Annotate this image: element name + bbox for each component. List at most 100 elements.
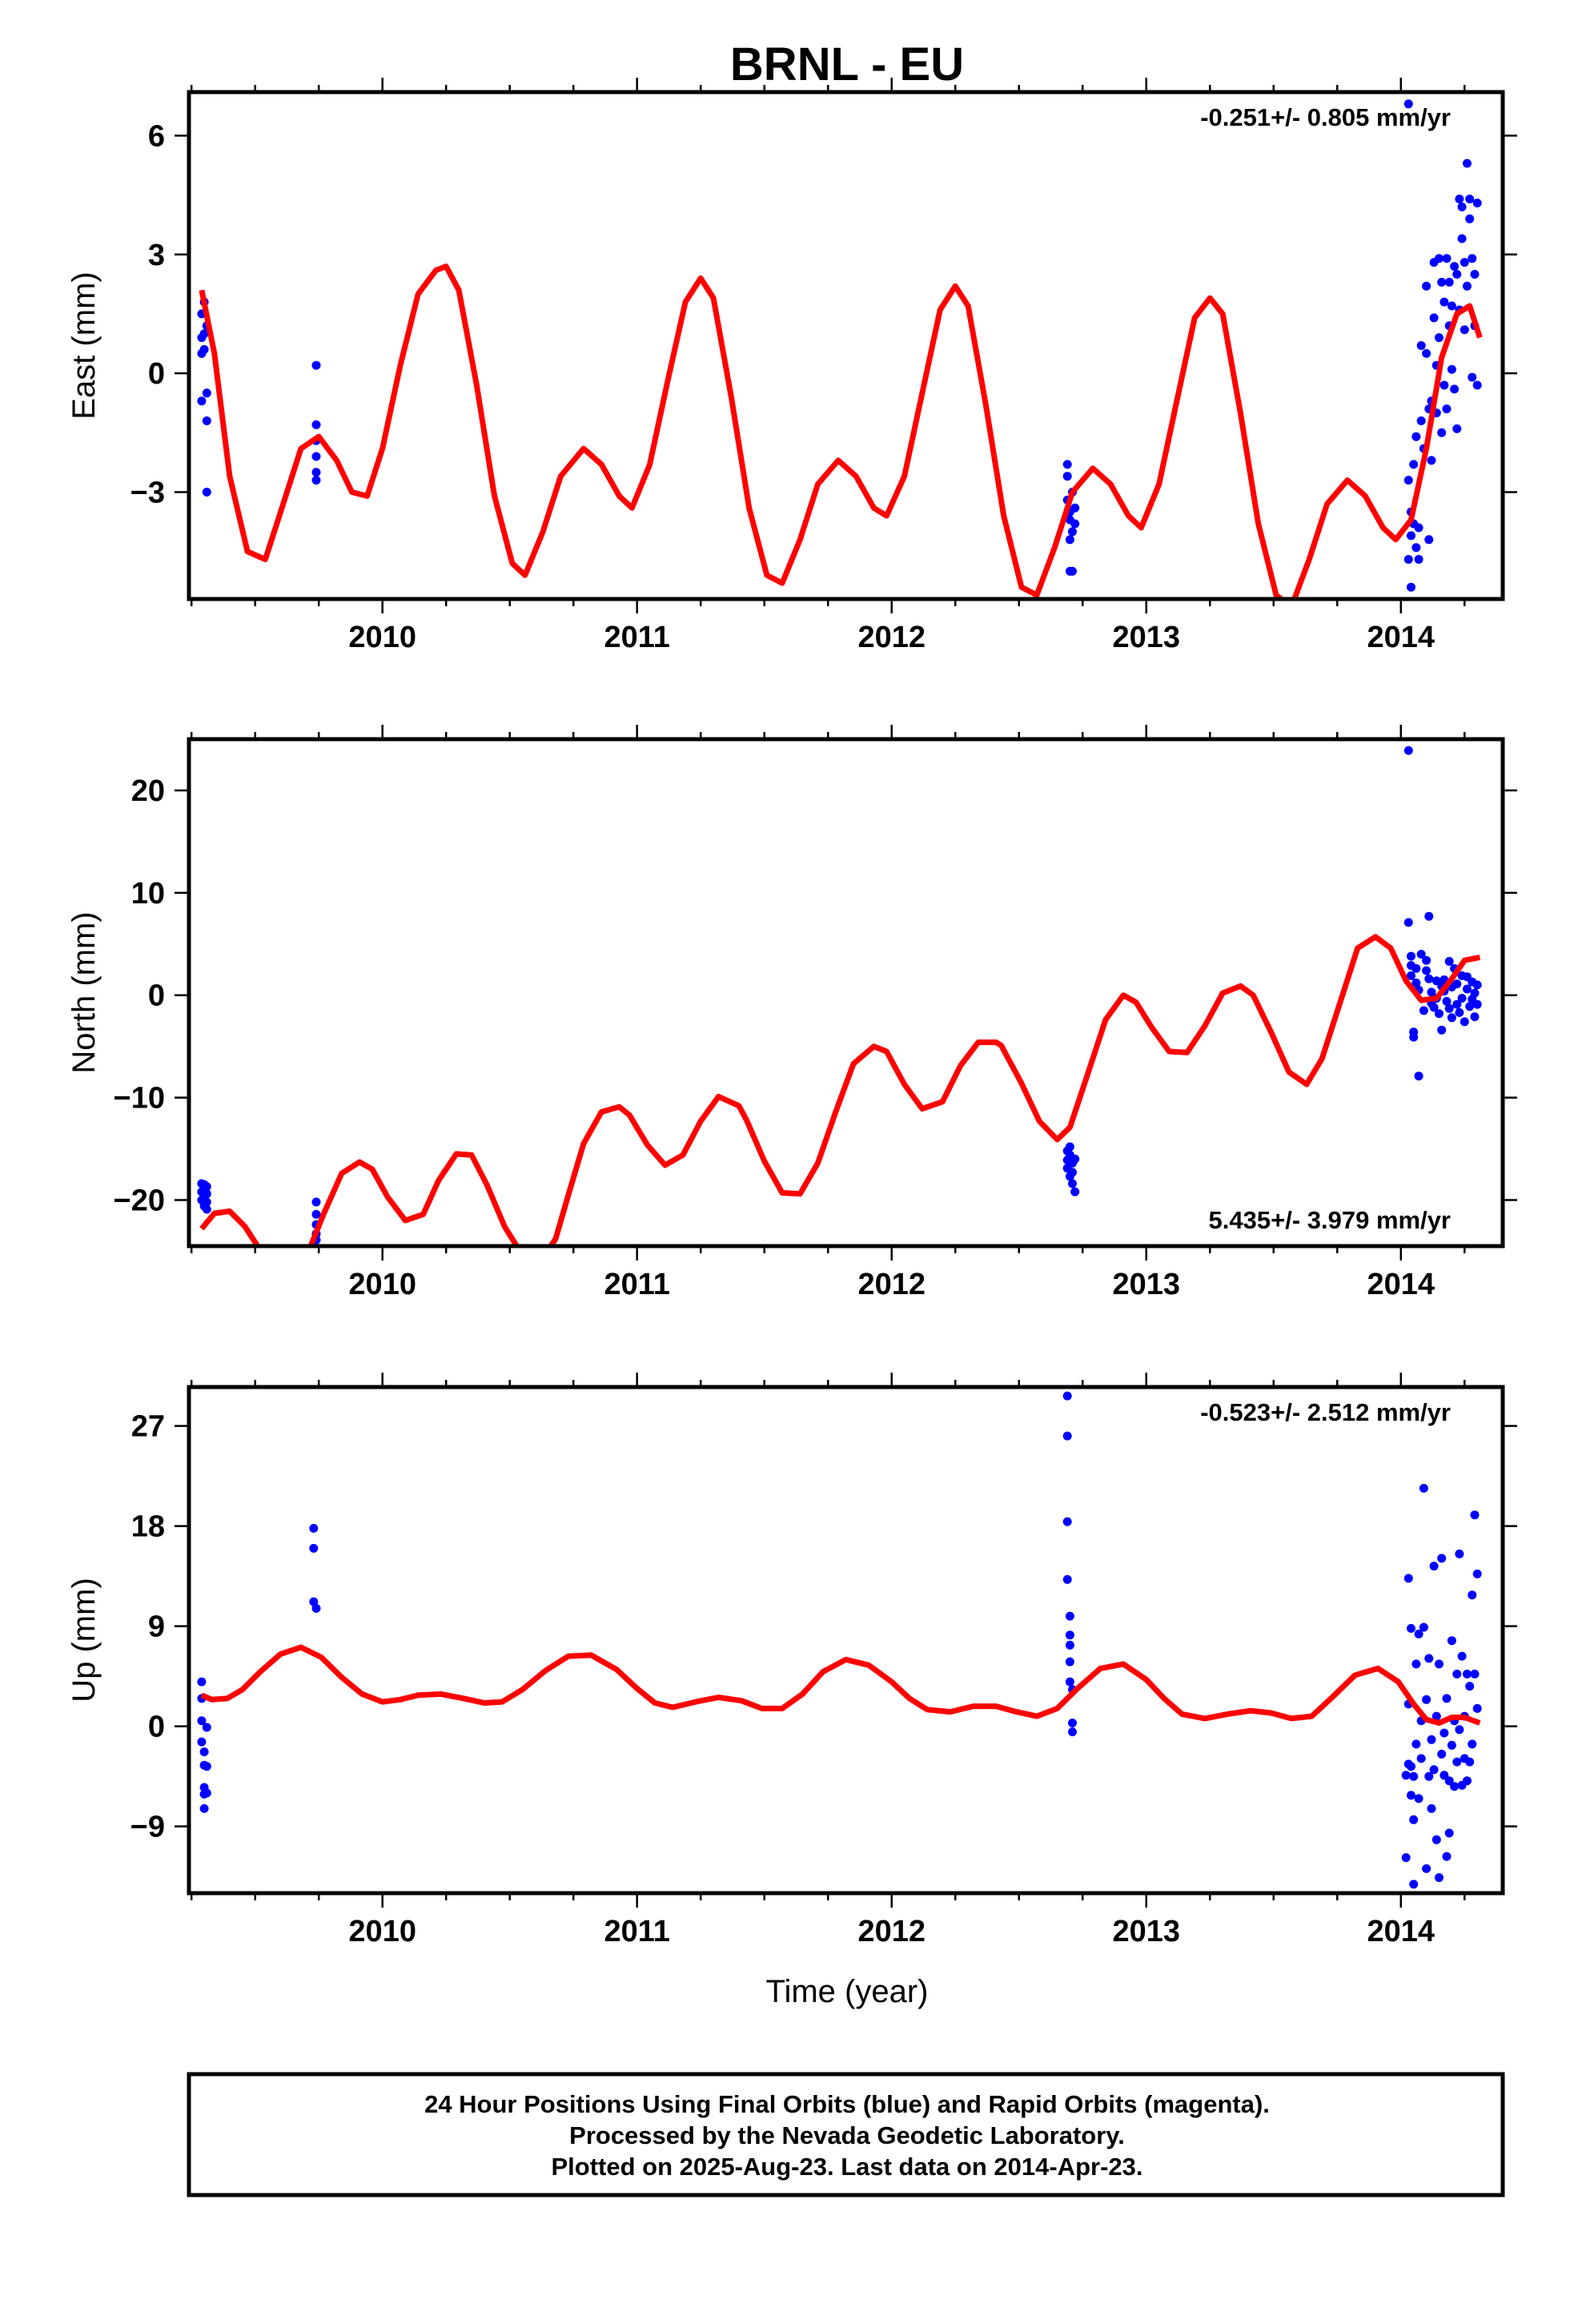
data-point bbox=[1470, 1510, 1480, 1520]
data-point bbox=[1409, 1771, 1419, 1781]
plot-area-north bbox=[197, 746, 1482, 1246]
data-point bbox=[1465, 1757, 1475, 1767]
x-tick-label: 2010 bbox=[348, 621, 416, 654]
data-point bbox=[1439, 297, 1449, 307]
data-point bbox=[1463, 1776, 1472, 1786]
data-point bbox=[1411, 1659, 1421, 1669]
data-point bbox=[1401, 1771, 1411, 1780]
data-point bbox=[1403, 99, 1413, 109]
data-point bbox=[1062, 1517, 1072, 1526]
x-tick-label: 2011 bbox=[604, 621, 669, 654]
data-point bbox=[1435, 333, 1443, 343]
data-point bbox=[1424, 974, 1434, 983]
data-point bbox=[1422, 281, 1431, 291]
data-point bbox=[202, 1788, 211, 1798]
plot-frame bbox=[187, 90, 1505, 601]
data-point bbox=[1407, 1762, 1415, 1771]
data-point bbox=[1450, 384, 1460, 394]
data-point bbox=[1470, 270, 1480, 279]
data-point bbox=[202, 488, 211, 497]
data-point bbox=[1429, 1765, 1439, 1775]
data-point bbox=[1422, 955, 1431, 965]
data-point bbox=[202, 1723, 211, 1732]
data-point bbox=[1419, 1006, 1428, 1015]
data-point bbox=[1455, 1725, 1464, 1735]
data-point bbox=[1444, 277, 1454, 287]
footer-line-2: Processed by the Nevada Geodetic Laborat… bbox=[569, 2121, 1125, 2149]
x-tick-label: 2014 bbox=[1367, 621, 1435, 654]
footer-box: 24 Hour Positions Using Final Orbits (bl… bbox=[187, 2072, 1505, 2197]
data-point bbox=[1403, 476, 1413, 485]
data-point bbox=[1411, 963, 1421, 973]
data-point bbox=[197, 1677, 207, 1687]
footer-line-3: Plotted on 2025-Aug-23. Last data on 201… bbox=[551, 2153, 1142, 2181]
data-point bbox=[1429, 1562, 1439, 1571]
data-point bbox=[1424, 911, 1434, 921]
data-point bbox=[1435, 1009, 1443, 1019]
data-point bbox=[1455, 195, 1464, 203]
data-point bbox=[311, 452, 321, 461]
data-point bbox=[1447, 301, 1456, 311]
data-point bbox=[311, 360, 321, 370]
y-axis-label: Up (mm) bbox=[66, 1578, 102, 1703]
data-point bbox=[1068, 1727, 1077, 1737]
data-point bbox=[1062, 460, 1072, 469]
data-point bbox=[1452, 979, 1462, 989]
data-point bbox=[1444, 1776, 1454, 1786]
x-tick-label: 2010 bbox=[348, 1268, 416, 1301]
data-point bbox=[1452, 1669, 1462, 1679]
data-point bbox=[311, 1603, 321, 1613]
y-tick-label: 0 bbox=[148, 979, 165, 1013]
data-point bbox=[1409, 460, 1419, 469]
x-tick-label: 2013 bbox=[1112, 1268, 1180, 1301]
data-point bbox=[199, 344, 209, 354]
y-tick-label: 20 bbox=[131, 774, 165, 808]
data-point bbox=[1468, 372, 1477, 382]
x-tick-label: 2012 bbox=[857, 1268, 926, 1301]
data-point bbox=[1437, 428, 1447, 437]
data-point bbox=[199, 329, 209, 339]
data-point bbox=[1401, 1853, 1411, 1863]
data-point bbox=[1429, 313, 1439, 323]
data-point bbox=[1472, 980, 1482, 990]
data-point bbox=[1422, 1695, 1431, 1704]
data-point bbox=[1435, 1873, 1443, 1883]
data-point bbox=[1416, 1754, 1426, 1763]
data-point bbox=[1447, 364, 1456, 374]
data-point bbox=[311, 1209, 321, 1219]
y-tick-label: 3 bbox=[148, 239, 165, 272]
panel-up: 2010 2011 2012 2013 2014 27 18 9 0 −9 Up (mm) -0.52… bbox=[66, 1373, 1517, 1948]
data-point bbox=[1450, 262, 1460, 271]
data-point bbox=[1465, 1682, 1475, 1691]
data-point bbox=[1463, 984, 1472, 994]
data-point bbox=[1424, 1654, 1434, 1663]
data-point bbox=[1444, 1003, 1454, 1013]
data-point bbox=[1416, 416, 1426, 425]
data-point bbox=[199, 1747, 209, 1757]
data-point bbox=[1068, 566, 1077, 576]
data-point bbox=[1424, 1771, 1434, 1781]
data-point bbox=[1065, 1630, 1074, 1640]
x-tick-label: 2013 bbox=[1112, 1915, 1180, 1948]
data-point bbox=[1431, 1835, 1441, 1844]
data-point bbox=[1411, 978, 1421, 987]
data-point bbox=[1460, 258, 1469, 267]
data-point bbox=[1447, 1013, 1456, 1023]
data-point bbox=[1450, 1782, 1460, 1791]
data-point bbox=[1409, 1880, 1419, 1889]
y-tick-label: 0 bbox=[148, 357, 165, 391]
data-point bbox=[1472, 199, 1482, 207]
data-point bbox=[1437, 1749, 1447, 1759]
data-point bbox=[1455, 1007, 1464, 1017]
rate-annotation: -0.251+/- 0.805 mm/yr bbox=[1200, 103, 1451, 131]
data-point bbox=[202, 1197, 211, 1207]
y-tick-label: 10 bbox=[131, 877, 165, 911]
plot-frame bbox=[187, 737, 1505, 1248]
data-point bbox=[1411, 543, 1421, 553]
data-point bbox=[1407, 971, 1415, 980]
data-point bbox=[1065, 1640, 1074, 1650]
data-point bbox=[197, 1716, 207, 1726]
y-tick-label: −10 bbox=[114, 1082, 165, 1116]
data-point bbox=[1409, 1032, 1419, 1042]
